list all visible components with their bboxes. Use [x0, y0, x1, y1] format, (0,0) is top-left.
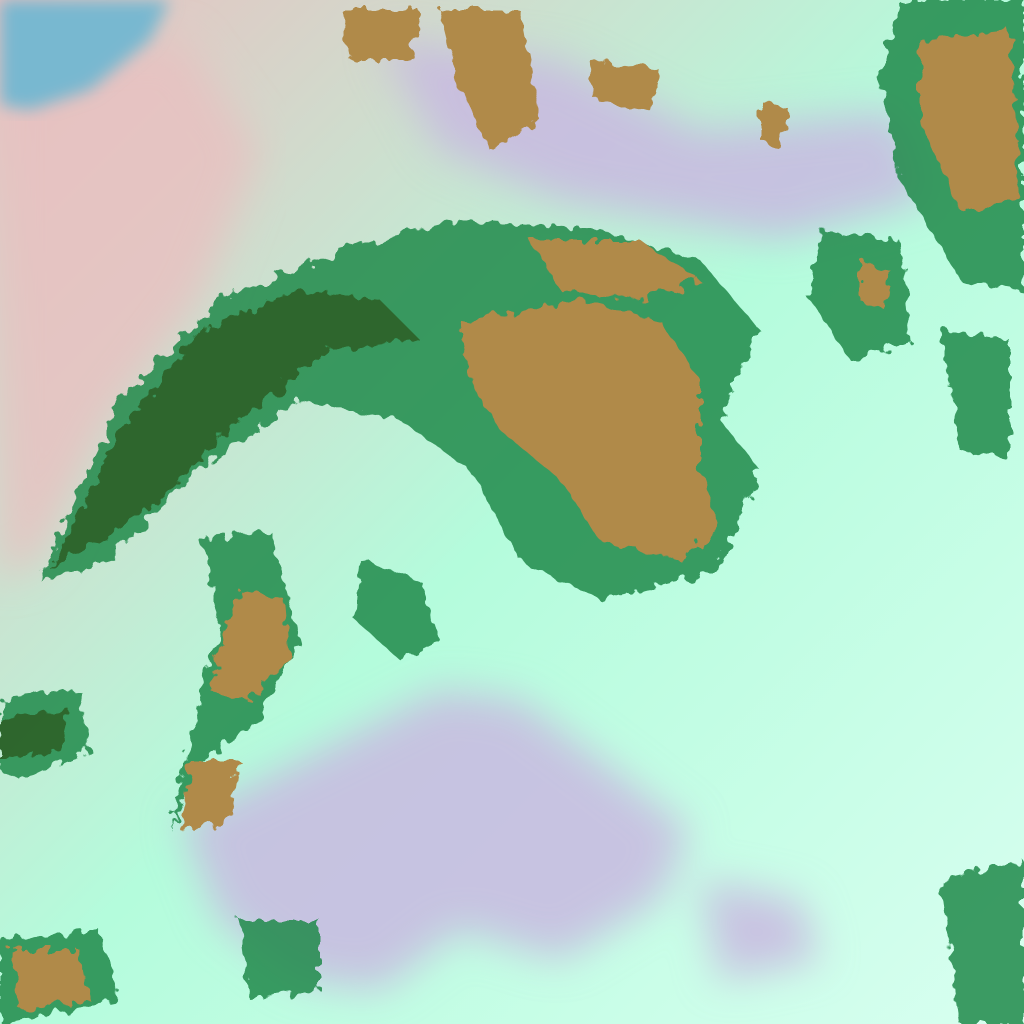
water-body — [0, 0, 170, 110]
land-patches — [10, 10, 1020, 1010]
haze-region-west — [0, 40, 260, 580]
dark-ridge — [0, 290, 420, 760]
